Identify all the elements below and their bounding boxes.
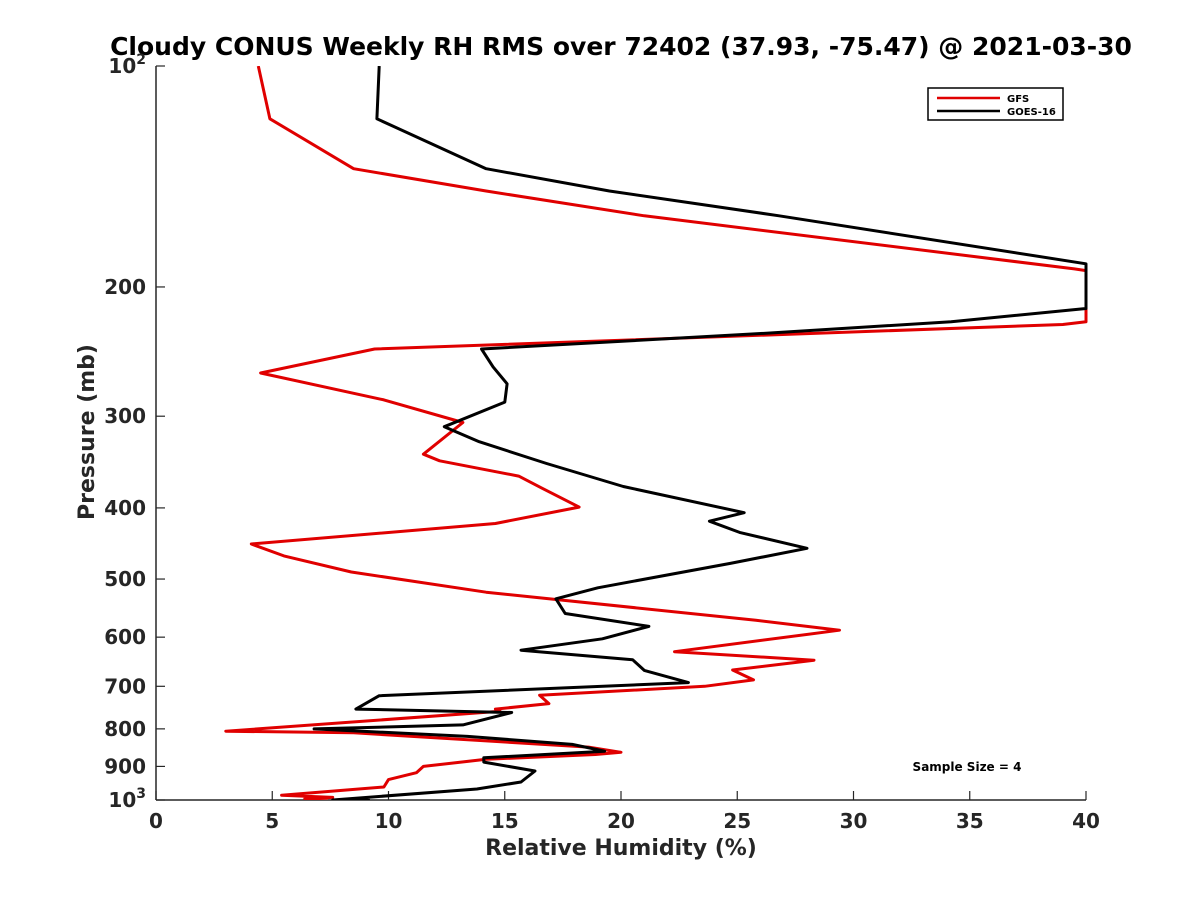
y-tick-label-400: 400 [104,496,146,520]
y-tick-label-600: 600 [104,625,146,649]
y-tick-label-1000: 103 [108,786,146,812]
x-tick-label-15: 15 [491,809,519,833]
legend: GFS GOES-16 [927,87,1064,121]
legend-label-goes-16: GOES-16 [1007,107,1056,118]
y-tick-label-700: 700 [104,674,146,698]
series-line-goes-16 [312,66,1088,800]
y-tick-label-800: 800 [104,717,146,741]
y-tick-label-100: 102 [108,52,146,78]
legend-box [927,87,1064,121]
y-tick-label-300: 300 [104,404,146,428]
legend-label-gfs: GFS [1007,94,1029,105]
x-tick-label-10: 10 [375,809,403,833]
x-tick-label-0: 0 [149,809,163,833]
y-tick-label-200: 200 [104,275,146,299]
series-line-gfs [224,66,1088,800]
plot-area: 0 5 10 15 20 25 30 35 40 102 200 300 400 500 600 700 800… [104,52,1100,833]
x-tick-label-35: 35 [956,809,984,833]
sample-size-annotation: Sample Size = 4 [913,760,1022,774]
chart-title: Cloudy CONUS Weekly RH RMS over 72402 (3… [110,32,1132,61]
y-tick-label-500: 500 [104,567,146,591]
x-tick-label-20: 20 [607,809,635,833]
x-tick-label-40: 40 [1072,809,1100,833]
x-tick-label-25: 25 [723,809,751,833]
y-tick-label-900: 900 [104,754,146,778]
x-tick-label-30: 30 [840,809,868,833]
x-tick-label-5: 5 [265,809,279,833]
x-axis-label: Relative Humidity (%) [485,836,757,861]
y-axis-label: Pressure (mb) [75,344,100,520]
